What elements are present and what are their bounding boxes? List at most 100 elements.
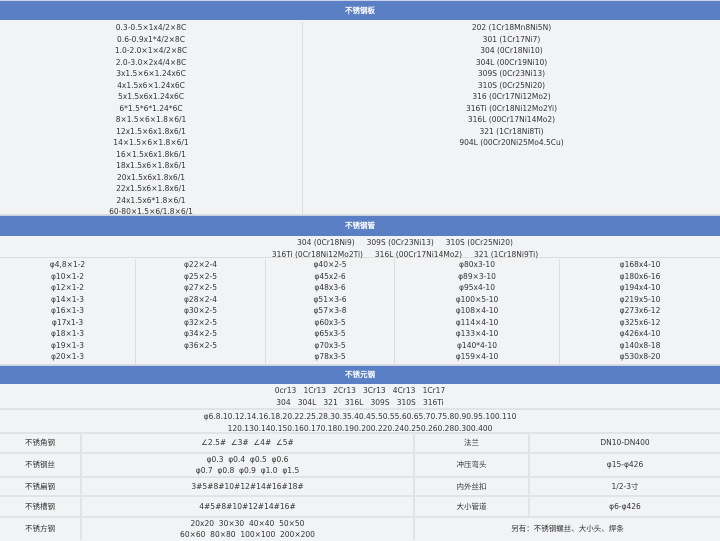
pipe-size: φ14×1-3: [50, 294, 85, 304]
fitting-spec: φ15-φ426: [606, 460, 644, 470]
fitting-spec: 1/2-3寸: [611, 481, 639, 491]
fitting-label: 内外丝扣: [415, 478, 530, 495]
pipe-size: φ530x8-20: [619, 352, 661, 361]
pipe-size: φ108×4-10: [455, 306, 499, 315]
product-label: 不锈方钢: [0, 518, 82, 540]
product-spec-line: 3#5#8#10#12#14#16#18#: [191, 481, 304, 491]
product-label: 不锈槽钢: [0, 497, 82, 516]
others-row: 不锈方钢 20x20 30×30 40×40 50×50 60×60 80×80 1…: [0, 516, 720, 540]
pipe-size: φ89×3-10: [458, 271, 496, 281]
plate-size: 24x1.5x6*1.8×6/1: [116, 195, 186, 205]
pipe-size: φ36×2-5: [183, 340, 218, 350]
pipe-size: φ30×2-5: [183, 306, 218, 315]
product-label: 不锈角钢: [0, 434, 82, 452]
product-spec: 3#5#8#10#12#14#16#18#: [82, 478, 415, 495]
fitting-label: 冲压弯头: [415, 454, 530, 476]
product-spec-line: 20x20 30×30 40×40 50×50: [190, 518, 305, 528]
pipe-size: φ273x6-12: [619, 306, 661, 315]
plate-table: 0.3-0.5×1x4/2×8C 0.6-0.9x1*4/2×8C 1.0-2.0×…: [0, 20, 720, 216]
product-label: 不锈扁钢: [0, 478, 82, 495]
pipe-size: φ219x5-10: [619, 294, 661, 304]
pipe-size: φ45x2-6: [314, 271, 346, 281]
plate-grade: 316 (0Cr17Ni12Mo2): [472, 92, 551, 101]
bar-grade: 304 304L 321 316L 309S 310S 316Ti: [276, 397, 444, 407]
plate-grade: 316Ti (0Cr18Ni12Mo2Yi): [465, 103, 558, 113]
product-label: 不锈钢丝: [0, 454, 82, 476]
pipe-size-column: φ80x3-10 φ89×3-10 φ95x4-10 φ100×5-10 φ108×4-…: [395, 259, 560, 364]
pipe-size: φ60x3-5: [314, 317, 346, 327]
plate-size: 1.0-2.0×1×4/2×8C: [114, 46, 188, 55]
plate-size: 4x1.5x6×1.24x6C: [117, 80, 185, 90]
pipe-size: φ325x6-12: [619, 317, 661, 327]
pipe-size: φ10×1-2: [50, 271, 85, 281]
plate-grade: 316L (00Cr17Ni14Mo2): [467, 115, 556, 124]
pipe-grade: 304 (0Cr18Ni9) 309S (0Cr23Ni13) 310S (0C…: [297, 238, 513, 247]
note: 另有：不锈钢螺丝、大小头、焊条: [511, 524, 624, 534]
pipe-table: φ4,8×1-2 φ10×1-2 φ12×1-2 φ14×1-3 φ16×1-3 φ17x…: [0, 258, 720, 365]
plate-grade: 304 (0Cr18Ni10): [480, 46, 543, 55]
pipe-size: φ20×1-3: [50, 352, 85, 361]
bar-size: 120.130.140.150.160.170.180.190.200.220.…: [227, 423, 493, 433]
pipe-size: φ194x4-10: [619, 283, 661, 292]
pipe-size: φ159×4-10: [455, 352, 499, 361]
product-spec-line: 60×60 80×80 100×100 200×200: [180, 530, 315, 539]
pipe-size: φ80x3-10: [459, 260, 495, 269]
plate-grade: 321 (1Cr18Ni8Ti): [479, 126, 544, 136]
plate-grades-column: 202 (1Cr18Mn8Ni5N) 301 (1Cr17Ni7) 304 (0Cr…: [303, 22, 720, 214]
product-spec-line: φ0.7 φ0.8 φ0.9 φ1.0 φ1.5: [195, 466, 300, 475]
plate-size: 12x1.5×6x1.8x6/1: [116, 126, 186, 136]
pipe-size: φ25×2-5: [183, 271, 218, 281]
plate-size: 3x1.5×6×1.24x6C: [116, 69, 186, 78]
bar-grades: 0cr13 1Cr13 2Cr13 3Cr13 4Cr13 1Cr17 304 3…: [0, 384, 720, 408]
pipe-size: φ140x8-18: [619, 340, 661, 350]
pipe-size: φ32×2-5: [183, 317, 218, 327]
pipe-size: φ426x4-10: [619, 329, 661, 338]
product-spec: φ0.3 φ0.4 φ0.5 φ0.6 φ0.7 φ0.8 φ0.9 φ1.0 φ…: [82, 454, 415, 476]
pipe-size: φ180x6-16: [619, 271, 661, 281]
pipe-size: φ18×1-3: [50, 329, 85, 338]
pipe-size: φ28×2-4: [183, 294, 218, 304]
plate-size: 0.6-0.9x1*4/2×8C: [117, 34, 185, 44]
pipe-size: φ70x3-5: [314, 340, 346, 350]
pipe-size: φ78x3-5: [314, 352, 346, 361]
plate-size: 22x1.5x6×1.8x6/1: [116, 184, 186, 193]
others-row: 不锈扁钢 3#5#8#10#12#14#16#18# 内外丝扣 1/2-3寸: [0, 476, 720, 495]
pipe-size: φ140*4-10: [456, 340, 498, 350]
plate-grade: 202 (1Cr18Mn8Ni5N): [471, 23, 552, 32]
plate-sizes-column: 0.3-0.5×1x4/2×8C 0.6-0.9x1*4/2×8C 1.0-2.0×…: [0, 22, 303, 216]
plate-grade: 310S (0Cr25Ni20): [477, 80, 546, 90]
plate-size: 16×1.5x6x1.8k6/1: [116, 149, 186, 159]
fitting-spec: φ6-φ426: [609, 501, 641, 511]
pipe-size: φ16×1-3: [50, 306, 85, 315]
bar-sizes: φ6.8.10.12.14.16.18.20.22.25.28.30.35.40…: [0, 408, 720, 433]
pipe-size-column: φ40×2-5 φ45x2-6 φ48x3-6 φ51×3-6 φ57×3-8 φ60x3…: [266, 259, 395, 364]
plate-grade: 309S (0Cr23Ni13): [477, 69, 546, 78]
plate-grade: 304L (00Cr19Ni10): [475, 57, 548, 67]
pipe-size: φ27×2-5: [183, 283, 218, 292]
others-table: 不锈角钢 ∠2.5# ∠3# ∠4# ∠5# 法兰 DN10-DN400 不锈钢丝 φ0.…: [0, 432, 720, 540]
plate-size: 20x1.5x6x1.8x6/1: [117, 172, 185, 182]
pipe-size: φ133×4-10: [455, 329, 499, 338]
plate-size: 60-80×1.5×6/1.8×6/1: [109, 207, 193, 216]
others-row: 不锈角钢 ∠2.5# ∠3# ∠4# ∠5# 法兰 DN10-DN400: [0, 432, 720, 452]
fitting-spec: DN10-DN400: [600, 438, 650, 448]
others-row: 不锈槽钢 4#5#8#10#12#14#16# 大小管道 φ6-φ426: [0, 495, 720, 516]
pipe-size: φ22×2-4: [183, 260, 218, 269]
pipe-size: φ51×3-6: [313, 294, 347, 304]
pipe-size: φ4,8×1-2: [49, 260, 86, 269]
product-spec-line: φ0.3 φ0.4 φ0.5 φ0.6: [206, 454, 289, 464]
product-spec-line: 4#5#8#10#12#14#16#: [199, 501, 296, 511]
product-spec: 20x20 30×30 40×40 50×50 60×60 80×80 100×1…: [82, 518, 415, 540]
pipe-size-column: φ4,8×1-2 φ10×1-2 φ12×1-2 φ14×1-3 φ16×1-3 φ17x…: [0, 259, 136, 364]
pipe-size: φ95x4-10: [459, 283, 495, 292]
pipe-header: 不锈钢管: [0, 215, 720, 236]
plate-size: 2.0-3.0×2x4/4×8C: [115, 57, 187, 67]
product-spec: 4#5#8#10#12#14#16#: [82, 497, 415, 516]
pipe-size: φ65x3-5: [314, 329, 346, 338]
pipe-size: φ57×3-8: [313, 306, 347, 315]
plate-size: 18x1.5x6×1.8x6/1: [116, 161, 186, 170]
pipe-size: φ40×2-5: [313, 260, 347, 269]
bar-header: 不锈元钢: [0, 365, 720, 384]
bar-size: φ6.8.10.12.14.16.18.20.22.25.28.30.35.40…: [203, 412, 517, 421]
pipe-size: φ17x1-3: [51, 317, 84, 327]
